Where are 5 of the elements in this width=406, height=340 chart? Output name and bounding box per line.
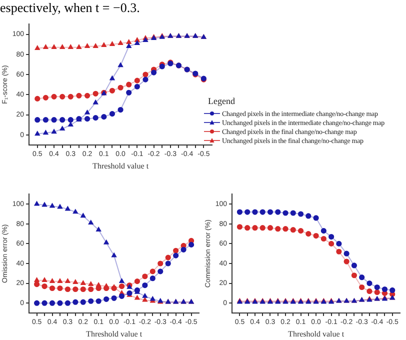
- x-axis-title: Threshold value t: [288, 329, 345, 338]
- legend-title: Legend: [208, 96, 236, 106]
- text: espectively, when t = −0.3.: [0, 0, 140, 16]
- x-axis-title: Threshold value t: [92, 161, 150, 170]
- x-axis-title: Threshold value t: [86, 329, 143, 338]
